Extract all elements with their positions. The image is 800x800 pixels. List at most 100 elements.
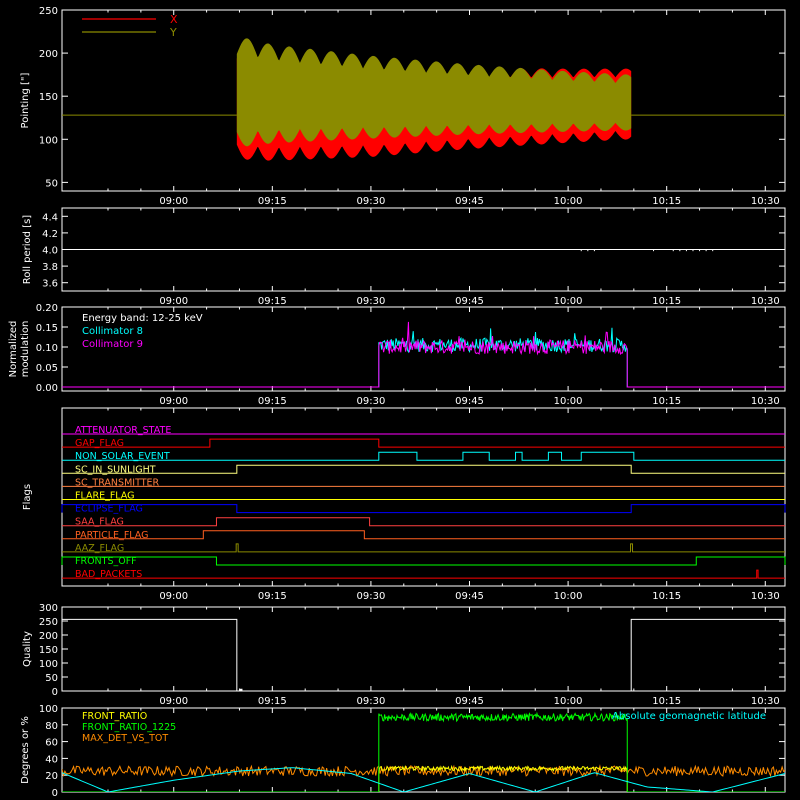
panel-3: 09:00 09:15 09:30 09:45 10:00 10:15 10:30 Flags…: [22, 407, 786, 602]
x-tick-label: 09:15: [258, 696, 287, 707]
y-tick-label: 0.20: [36, 303, 58, 314]
y-axis-label: modulation: [20, 321, 31, 378]
x-tick-label: 09:15: [258, 396, 287, 407]
quality-line: [62, 618, 785, 692]
y-tick-label: 0.15: [36, 323, 58, 334]
y-tick-label: 3.6: [42, 279, 58, 290]
flag-label-gap-flag: GAP_FLAG: [75, 438, 124, 449]
flag-trace-fronts-off: [61, 556, 786, 566]
panel-4: 09:00 09:15 09:30 09:45 10:00 10:15 10:30 0 50 10…: [22, 603, 786, 707]
panel-frame: [61, 707, 786, 793]
x-tick-label: 10:00: [554, 591, 583, 602]
flag-label-attenuator-state: ATTENUATOR_STATE: [75, 425, 171, 436]
y-tick-label: 0.05: [36, 363, 58, 374]
flag-trace-aaz-flag: [62, 543, 785, 553]
y-tick-label: 50: [45, 673, 58, 684]
geomagnetic-latitude-annotation: Absolute geomagnetic latitude: [612, 711, 766, 722]
flag-trace-gap-flag: [62, 438, 785, 448]
y-tick-label: 300: [39, 603, 58, 614]
flag-trace-saa-flag: [62, 517, 785, 527]
x-tick-label: 10:15: [652, 591, 681, 602]
legend-label-y: Y: [169, 26, 177, 39]
legend-label-x: X: [170, 13, 178, 26]
y-axis-label: Pointing ["]: [20, 72, 31, 128]
flag-trace-eclipse-flag: [61, 504, 786, 514]
flag-label-non-solar-event: NON_SOLAR_EVENT: [75, 451, 170, 462]
x-tick-label: 09:45: [455, 296, 484, 307]
x-tick-label: 09:00: [159, 296, 188, 307]
flag-trace-bad-packets: [62, 569, 785, 579]
flag-trace-non-solar-event: [62, 451, 785, 461]
x-tick-label: 10:30: [751, 196, 780, 207]
legend-label-front-ratio-1225: FRONT_RATIO_1225: [82, 722, 176, 733]
legend-label-front-ratio: FRONT_RATIO: [82, 711, 147, 722]
y-tick-label: 40: [45, 754, 58, 765]
flag-label-aaz-flag: AAZ_FLAG: [75, 543, 124, 554]
flag-label-eclipse-flag: ECLIPSE_FLAG: [75, 504, 143, 515]
x-tick-label: 10:30: [751, 696, 780, 707]
flag-label-flare-flag: FLARE_FLAG: [75, 491, 135, 502]
energy-band-annotation: Energy band: 12-25 keV: [82, 313, 203, 324]
y-tick-label: 250: [39, 617, 58, 628]
x-tick-label: 09:45: [455, 396, 484, 407]
x-tick-label: 09:00: [159, 396, 188, 407]
x-tick-label: 09:00: [159, 696, 188, 707]
y-tick-label: 100: [39, 659, 58, 670]
x-tick-label: 10:15: [652, 296, 681, 307]
x-tick-label: 10:30: [751, 591, 780, 602]
series-y-envelope: [236, 38, 632, 147]
y-axis-label: Flags: [22, 484, 33, 510]
panel-1: 09:00 09:15 09:30 09:45 10:00 10:15 10:30 3.6 3.…: [22, 207, 786, 307]
y-tick-label: 200: [39, 49, 58, 60]
x-tick-label: 09:30: [357, 591, 386, 602]
y-tick-label: 150: [39, 645, 58, 656]
y-tick-label: 3.8: [42, 262, 58, 273]
y-tick-label: 60: [45, 738, 58, 749]
y-axis-label: Quality: [22, 631, 33, 667]
y-tick-label: 50: [45, 178, 58, 189]
y-tick-label: 4.2: [42, 229, 58, 240]
x-tick-label: 09:00: [159, 196, 188, 207]
flag-label-sc-transmitter: SC_TRANSMITTER: [75, 477, 160, 488]
x-tick-label: 10:00: [554, 196, 583, 207]
x-tick-label: 09:15: [258, 196, 287, 207]
x-tick-label: 10:00: [554, 296, 583, 307]
flag-label-fronts-off: FRONTS_OFF: [75, 556, 137, 567]
x-tick-label: 10:15: [652, 196, 681, 207]
x-tick-label: 10:00: [554, 396, 583, 407]
x-tick-label: 09:15: [258, 296, 287, 307]
flag-label-bad-packets: BAD_PACKETS: [75, 569, 142, 580]
x-tick-label: 10:15: [652, 396, 681, 407]
y-tick-label: 100: [39, 135, 58, 146]
legend-label-max-det-vs-tot: MAX_DET_VS_TOT: [82, 733, 168, 744]
panel-2: 09:00 09:15 09:30 09:45 10:00 10:15 10:30 0.00 0…: [8, 303, 786, 407]
series-collimator-9: [62, 321, 785, 388]
x-tick-label: 09:00: [159, 591, 188, 602]
panel-5: 0 20 40 60 80 100 Degrees or % FRONT_RATIOFRONT…: [20, 704, 786, 799]
x-tick-label: 09:15: [258, 591, 287, 602]
y-tick-label: 150: [39, 92, 58, 103]
x-tick-label: 10:15: [652, 696, 681, 707]
x-tick-label: 10:30: [751, 396, 780, 407]
y-tick-label: 4.4: [42, 212, 58, 223]
legend-label-collimator-9: Collimator 9: [82, 339, 143, 350]
series-geomagnetic-latitude: [62, 767, 785, 792]
y-tick-label: 200: [39, 631, 58, 642]
y-tick-label: 0: [52, 788, 58, 799]
x-tick-label: 09:45: [455, 196, 484, 207]
series-max-det-vs-tot: [62, 764, 785, 778]
quality-blip: [239, 688, 243, 691]
x-tick-label: 09:30: [357, 396, 386, 407]
y-tick-label: 0.10: [36, 343, 58, 354]
y-tick-label: 4.0: [42, 246, 58, 257]
y-tick-label: 20: [45, 771, 58, 782]
panel-frame: [61, 306, 786, 392]
series-front-ratio-1225: [62, 711, 785, 792]
panel-frame: [61, 407, 786, 587]
x-tick-label: 09:30: [357, 196, 386, 207]
x-tick-label: 09:30: [357, 296, 386, 307]
x-tick-label: 09:45: [455, 696, 484, 707]
y-axis-label: Normalized: [8, 321, 19, 378]
flag-trace-particle-flag: [62, 530, 785, 540]
x-tick-label: 10:00: [554, 696, 583, 707]
